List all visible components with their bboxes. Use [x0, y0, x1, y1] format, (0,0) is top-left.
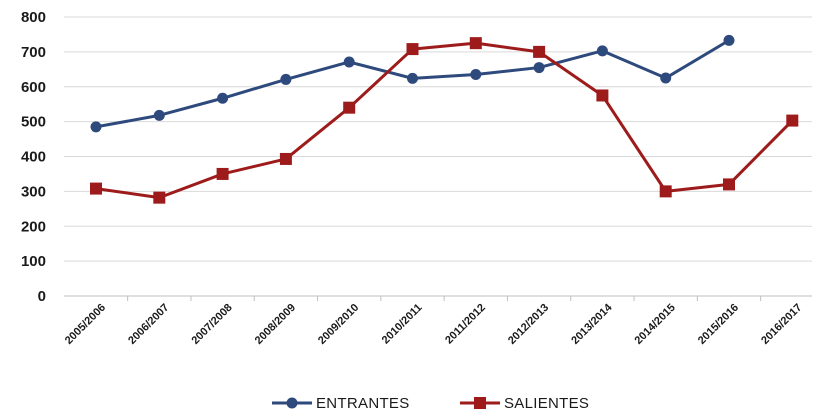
grid-layer	[64, 16, 812, 297]
x-tick-label: 2010/2011	[380, 302, 425, 347]
data-point-salientes	[153, 191, 166, 204]
legend-swatch-marker	[474, 397, 486, 409]
data-point-salientes	[279, 152, 292, 165]
series-layer	[90, 34, 799, 204]
data-point-salientes	[786, 114, 799, 127]
data-point-entrantes	[723, 34, 735, 46]
x-tick-label: 2006/2007	[126, 302, 171, 347]
y-tick-label: 800	[21, 9, 46, 26]
x-tick-label: 2009/2010	[316, 302, 361, 347]
data-point-entrantes	[596, 45, 608, 57]
legend-label: ENTRANTES	[316, 395, 410, 412]
x-axis-ticks: 2005/2006 2006/2007 2007/2008 2008/2009 2009…	[63, 296, 804, 347]
legend-item-entrantes: ENTRANTES	[272, 395, 410, 412]
y-tick-label: 700	[21, 44, 46, 61]
legend-item-salientes: SALIENTES	[460, 395, 589, 412]
legend-swatch-marker	[286, 397, 298, 409]
data-point-salientes	[469, 37, 482, 50]
data-point-entrantes	[407, 72, 418, 84]
legend: ENTRANTES SALIENTES	[272, 395, 589, 412]
data-point-entrantes	[90, 121, 102, 133]
data-point-entrantes	[217, 92, 229, 104]
x-tick-label: 2014/2015	[633, 302, 678, 347]
data-point-entrantes	[153, 109, 165, 121]
x-tick-label: 2013/2014	[569, 301, 615, 347]
data-point-entrantes	[470, 69, 482, 81]
data-point-salientes	[659, 185, 672, 198]
x-tick-label: 2012/2013	[506, 302, 551, 347]
data-point-salientes	[596, 89, 609, 102]
y-tick-label: 400	[21, 149, 46, 166]
data-point-entrantes	[280, 73, 292, 85]
legend-label: SALIENTES	[504, 395, 589, 412]
y-tick-label: 200	[21, 218, 46, 235]
x-tick-label: 2011/2012	[443, 302, 488, 347]
data-point-entrantes	[660, 72, 672, 84]
y-tick-label: 600	[21, 79, 46, 96]
y-tick-label: 500	[21, 114, 46, 131]
data-point-entrantes	[343, 56, 355, 68]
data-point-salientes	[723, 178, 735, 191]
y-axis-ticks: 0 100 200 300 400 500 600 700 800	[21, 9, 46, 305]
data-point-salientes	[90, 182, 102, 195]
data-point-salientes	[533, 45, 546, 58]
x-tick-label: 2015/2016	[696, 302, 741, 347]
series-line-salientes	[95, 41, 794, 200]
x-tick-label: 2005/2006	[63, 302, 108, 347]
data-point-salientes	[216, 167, 229, 180]
data-point-salientes	[406, 43, 419, 56]
y-tick-label: 300	[21, 183, 46, 200]
y-tick-label: 0	[38, 288, 46, 305]
x-tick-label: 2007/2008	[189, 302, 234, 347]
data-point-salientes	[343, 101, 356, 114]
data-point-entrantes	[533, 62, 545, 74]
y-tick-label: 100	[21, 253, 46, 270]
x-tick-label: 2008/2009	[253, 302, 298, 347]
x-tick-label: 2016/2017	[759, 302, 804, 347]
